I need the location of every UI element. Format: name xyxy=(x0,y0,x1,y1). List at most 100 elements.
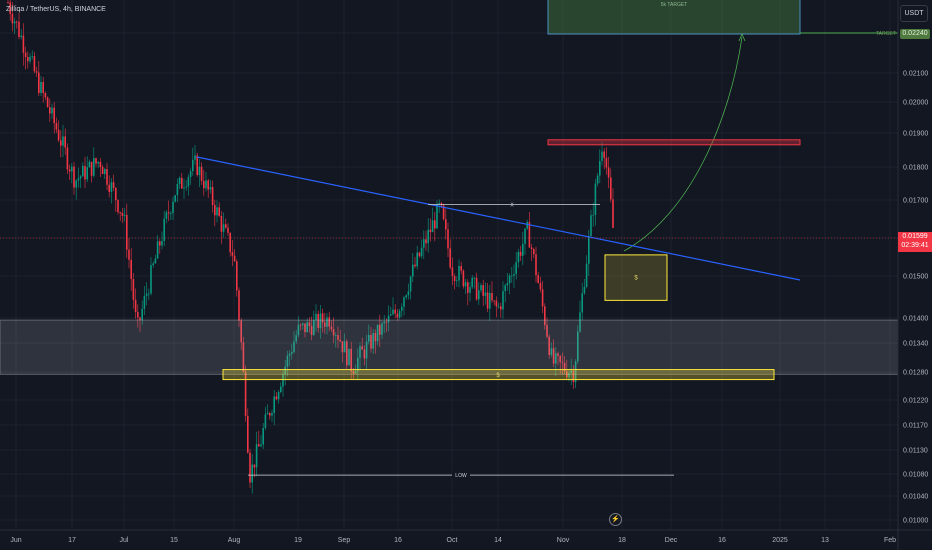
candle-body[interactable] xyxy=(55,123,58,130)
candle-body[interactable] xyxy=(308,322,311,327)
range-band[interactable] xyxy=(0,319,899,375)
candle-body[interactable] xyxy=(238,290,240,321)
candle-body[interactable] xyxy=(354,371,357,374)
candle-body[interactable] xyxy=(253,464,256,468)
candle-body[interactable] xyxy=(269,413,271,416)
candle-body[interactable] xyxy=(601,151,603,161)
candle-body[interactable] xyxy=(517,251,520,263)
candle-body[interactable] xyxy=(121,213,124,216)
candle-body[interactable] xyxy=(110,182,113,192)
candle-body[interactable] xyxy=(38,72,40,94)
candle-body[interactable] xyxy=(176,183,179,196)
candle-body[interactable] xyxy=(203,180,205,189)
candle-body[interactable] xyxy=(11,13,14,24)
candle-body[interactable] xyxy=(548,336,550,356)
candle-body[interactable] xyxy=(590,215,592,236)
candle-body[interactable] xyxy=(310,326,313,335)
candle-body[interactable] xyxy=(566,371,568,378)
candle-body[interactable] xyxy=(225,224,227,228)
candle-body[interactable] xyxy=(469,287,471,293)
candle-body[interactable] xyxy=(60,140,62,146)
candle-body[interactable] xyxy=(152,263,154,266)
candle-body[interactable] xyxy=(280,386,282,392)
candle-body[interactable] xyxy=(326,317,328,327)
candle-body[interactable] xyxy=(18,21,20,37)
candle-body[interactable] xyxy=(93,158,95,176)
candle-body[interactable] xyxy=(502,291,504,310)
candle-body[interactable] xyxy=(264,414,267,429)
candle-body[interactable] xyxy=(346,341,348,366)
candle-body[interactable] xyxy=(286,355,289,367)
candle-body[interactable] xyxy=(559,355,561,363)
candle-body[interactable] xyxy=(194,155,196,160)
candle-body[interactable] xyxy=(596,175,599,184)
candle-body[interactable] xyxy=(198,166,201,176)
candle-body[interactable] xyxy=(535,254,537,276)
candle-body[interactable] xyxy=(374,333,377,342)
candle-body[interactable] xyxy=(572,370,575,383)
candle-body[interactable] xyxy=(592,214,594,216)
candle-body[interactable] xyxy=(464,282,467,287)
candle-body[interactable] xyxy=(139,317,141,320)
candle-body[interactable] xyxy=(233,255,236,262)
candle-body[interactable] xyxy=(9,2,11,14)
candle-body[interactable] xyxy=(508,275,511,284)
candle-body[interactable] xyxy=(610,177,612,200)
candle-body[interactable] xyxy=(79,176,82,179)
candle-body[interactable] xyxy=(106,169,108,185)
candle-body[interactable] xyxy=(99,161,102,167)
candle-body[interactable] xyxy=(544,306,546,326)
candle-body[interactable] xyxy=(475,277,478,300)
candle-body[interactable] xyxy=(156,241,159,259)
candle-body[interactable] xyxy=(68,169,71,172)
candle-body[interactable] xyxy=(348,348,350,366)
price-axis[interactable]: 0.02100 0.02000 0.01900 0.01800 0.01700 0.015… xyxy=(897,0,928,550)
candle-body[interactable] xyxy=(478,290,480,300)
resistance-zone[interactable] xyxy=(547,139,801,146)
candle-body[interactable] xyxy=(530,247,533,249)
candle-body[interactable] xyxy=(62,136,64,146)
candle-body[interactable] xyxy=(605,157,608,168)
candle-body[interactable] xyxy=(302,323,304,325)
candle-body[interactable] xyxy=(126,214,128,250)
candle-body[interactable] xyxy=(44,93,47,98)
candle-body[interactable] xyxy=(262,428,264,445)
candle-body[interactable] xyxy=(442,205,445,220)
candle-body[interactable] xyxy=(515,262,517,274)
candle-body[interactable] xyxy=(361,346,363,350)
candle-body[interactable] xyxy=(335,335,337,336)
candle-body[interactable] xyxy=(462,270,465,287)
candle-body[interactable] xyxy=(271,412,273,416)
candle-body[interactable] xyxy=(449,248,451,268)
candle-body[interactable] xyxy=(299,324,302,326)
candle-body[interactable] xyxy=(291,352,293,354)
descending-trendline[interactable] xyxy=(196,156,801,281)
candle-body[interactable] xyxy=(500,306,502,310)
candle-body[interactable] xyxy=(337,335,339,340)
candle-body[interactable] xyxy=(231,252,234,256)
candle-body[interactable] xyxy=(141,308,143,320)
candle-body[interactable] xyxy=(401,306,403,311)
candle-body[interactable] xyxy=(511,275,513,277)
candle-body[interactable] xyxy=(416,252,418,267)
candle-body[interactable] xyxy=(132,279,135,300)
candle-body[interactable] xyxy=(22,35,25,53)
candle-body[interactable] xyxy=(453,276,456,282)
candle-body[interactable] xyxy=(451,267,454,277)
candle-body[interactable] xyxy=(7,2,9,3)
candle-body[interactable] xyxy=(555,353,557,364)
candle-body[interactable] xyxy=(434,220,436,229)
candle-body[interactable] xyxy=(77,178,80,181)
candle-body[interactable] xyxy=(398,310,401,318)
candle-body[interactable] xyxy=(392,309,394,315)
candle-body[interactable] xyxy=(46,97,49,108)
candle-body[interactable] xyxy=(385,321,388,323)
candle-body[interactable] xyxy=(119,212,121,214)
candle-body[interactable] xyxy=(189,171,192,178)
candle-body[interactable] xyxy=(159,241,161,246)
candle-body[interactable] xyxy=(20,35,22,37)
candle-body[interactable] xyxy=(304,323,306,333)
candle-body[interactable] xyxy=(431,220,434,233)
candle-body[interactable] xyxy=(29,56,31,62)
candle-body[interactable] xyxy=(128,249,130,260)
